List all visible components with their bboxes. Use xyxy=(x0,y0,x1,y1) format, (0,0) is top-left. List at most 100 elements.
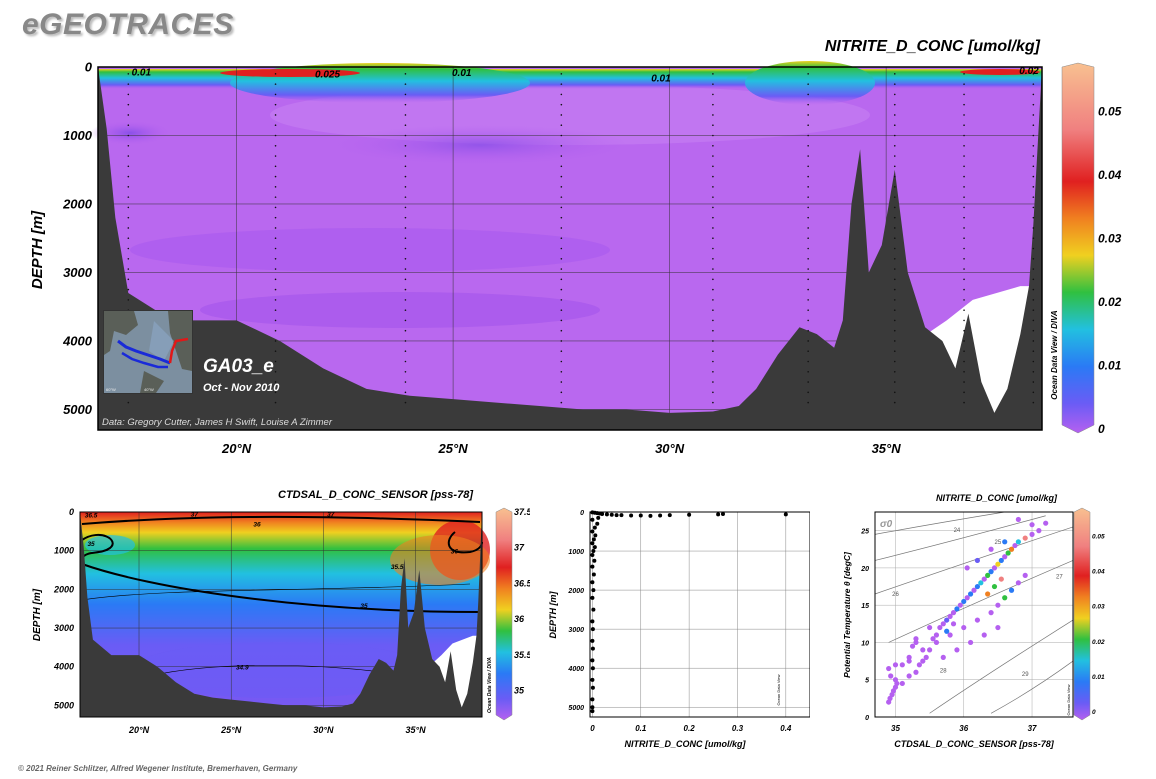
station-sample xyxy=(404,165,407,168)
x-tick-label: 0 xyxy=(590,724,595,733)
station-sample xyxy=(274,165,277,168)
station-sample xyxy=(404,319,407,322)
ts-point xyxy=(933,632,940,638)
x-tick-label: 0.4 xyxy=(780,724,792,733)
ts-point xyxy=(964,595,970,601)
y-tick-label: 0 xyxy=(69,507,74,517)
station-sample xyxy=(274,144,277,147)
station-sample xyxy=(1032,103,1035,106)
station-sample xyxy=(963,124,965,127)
station-sample xyxy=(560,370,563,373)
ts-point xyxy=(1015,539,1021,545)
ts-point xyxy=(937,624,943,631)
station-sample xyxy=(404,124,407,127)
station-sample xyxy=(807,83,809,85)
y-tick-label: 3000 xyxy=(54,623,74,633)
station-sample xyxy=(1032,381,1035,383)
station-sample xyxy=(274,175,277,178)
station-sample xyxy=(560,257,563,260)
station-sample xyxy=(274,309,277,311)
colorbar-tick-label: 0.05 xyxy=(1098,104,1122,118)
scatter-point xyxy=(604,512,609,517)
ts-point xyxy=(998,576,1004,582)
scatter-point xyxy=(590,705,595,710)
station-sample xyxy=(560,114,563,116)
station-sample xyxy=(1032,93,1035,96)
main-section-chart: 0.01 0.025 0.01 0.01 0.02 0 1000 2000 3000 4000 5… xyxy=(29,59,1122,456)
station-sample xyxy=(560,186,563,188)
station-sample xyxy=(404,196,407,198)
station-sample xyxy=(1032,391,1035,394)
station-sample xyxy=(560,299,563,301)
ts-point xyxy=(1002,539,1008,545)
station-sample xyxy=(807,247,809,250)
station-sample xyxy=(127,186,130,188)
colorbar-tick-label: 37.5 xyxy=(514,507,530,517)
ts-plot-title: NITRITE_D_CONC [umol/kg] xyxy=(936,493,1058,503)
ts-point xyxy=(964,565,970,571)
scatter-point xyxy=(619,513,624,518)
station-sample xyxy=(807,93,809,96)
ts-point xyxy=(892,662,899,668)
station-sample xyxy=(274,134,277,137)
station-sample xyxy=(274,257,277,260)
x-tick-label: 35°N xyxy=(406,725,427,735)
station-sample xyxy=(404,227,407,229)
station-sample xyxy=(560,196,563,198)
colorbar-tick-label: 0.02 xyxy=(1098,295,1122,309)
station-sample xyxy=(560,391,563,394)
scatter-point xyxy=(783,512,788,517)
ts-point xyxy=(1022,572,1028,578)
isopycnal-label: 26 xyxy=(892,592,899,598)
station-sample xyxy=(127,93,130,96)
station-sample xyxy=(963,165,965,168)
station-sample xyxy=(560,268,563,270)
station-sample xyxy=(127,114,130,116)
station-sample xyxy=(893,134,896,137)
station-sample xyxy=(274,155,277,157)
station-sample xyxy=(560,340,563,342)
station-sample xyxy=(404,257,407,260)
y-tick-label: 1000 xyxy=(54,546,74,556)
station-sample xyxy=(127,216,130,219)
scatter-plot-background xyxy=(590,512,810,717)
station-sample xyxy=(404,73,407,75)
scatter-point xyxy=(590,541,595,546)
station-sample xyxy=(404,340,407,342)
colorbar-tick-label: 0.01 xyxy=(1098,358,1122,372)
station-sample xyxy=(807,73,809,75)
main-plot-title: NITRITE_D_CONC [umol/kg] xyxy=(824,38,1040,55)
scatter-point xyxy=(591,588,596,593)
station-sample xyxy=(274,360,277,363)
isopycnal-line xyxy=(874,511,1005,535)
station-sample xyxy=(127,299,130,301)
station-sample xyxy=(560,350,563,353)
station-sample xyxy=(893,391,896,394)
scatter-point xyxy=(716,512,721,517)
scatter-point xyxy=(590,619,595,624)
station-sample xyxy=(963,237,965,240)
station-sample xyxy=(893,206,896,209)
station-sample xyxy=(963,134,965,137)
x-tick-label: 0.2 xyxy=(684,724,696,733)
ts-point xyxy=(920,658,926,664)
station-sample xyxy=(404,278,407,281)
ts-point xyxy=(961,624,967,631)
station-sample xyxy=(893,288,896,291)
station-sample xyxy=(807,134,809,137)
station-sample xyxy=(404,247,407,250)
station-sample xyxy=(963,227,965,229)
ts-point xyxy=(988,569,994,575)
ts-point xyxy=(995,624,1001,631)
station-sample xyxy=(1032,165,1035,168)
ts-point xyxy=(991,565,998,571)
station-sample xyxy=(807,329,809,332)
station-sample xyxy=(560,175,563,178)
station-sample xyxy=(127,206,130,209)
svg-text:60°W: 60°W xyxy=(106,387,116,392)
ts-point xyxy=(888,673,894,679)
station-sample xyxy=(1032,319,1035,322)
station-sample xyxy=(1032,196,1035,198)
station-sample xyxy=(807,381,809,383)
scatter-x-axis-label: NITRITE_D_CONC [umol/kg] xyxy=(624,739,746,749)
